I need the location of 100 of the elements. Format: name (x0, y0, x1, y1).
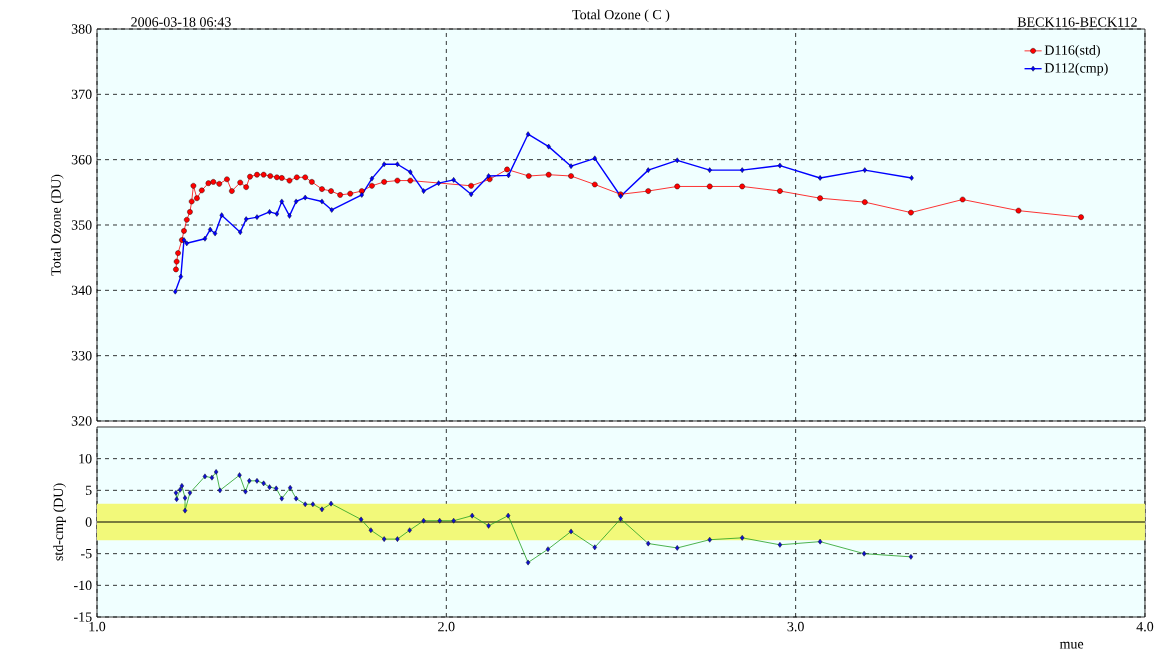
point (862, 167, 867, 173)
point (286, 177, 293, 184)
point (545, 171, 552, 178)
point (260, 171, 267, 178)
point (254, 214, 260, 220)
legend-label: D116(std) (1044, 44, 1100, 58)
point (817, 195, 823, 202)
point (205, 180, 212, 186)
point (274, 174, 280, 181)
point (173, 266, 179, 273)
point (592, 155, 597, 162)
point (504, 166, 510, 173)
point (247, 173, 253, 180)
point (909, 175, 914, 181)
y-tick-label: 330 (71, 350, 92, 361)
point (740, 167, 745, 173)
point (408, 169, 413, 175)
point (421, 188, 426, 194)
text: 2006-03-18 06:43 (131, 17, 231, 27)
y-tick-label: -15 (73, 612, 92, 622)
point (238, 229, 243, 235)
y-tick-label: -10 (73, 580, 92, 591)
point (436, 180, 441, 186)
point (187, 209, 193, 215)
point (309, 179, 315, 185)
point (219, 212, 224, 218)
y-axis-title: Total Ozone (DU) (50, 174, 64, 276)
point (194, 195, 200, 202)
x-tick-label: 2.0 (438, 621, 455, 632)
point (175, 250, 181, 256)
text: BECK116-BECK112 (1017, 17, 1137, 27)
point (777, 188, 783, 194)
point (1078, 214, 1084, 220)
y-tick-label: 5 (85, 485, 92, 495)
point (202, 235, 208, 242)
point (568, 163, 574, 169)
point (274, 211, 280, 217)
point (184, 240, 189, 247)
point (224, 176, 230, 183)
point (959, 196, 966, 203)
point (451, 177, 456, 183)
point (173, 258, 180, 265)
point (486, 173, 491, 179)
point (407, 177, 414, 184)
point (190, 183, 197, 189)
point (199, 187, 205, 194)
y-tick-label: 0 (85, 517, 92, 527)
point (506, 172, 511, 179)
point (319, 198, 325, 205)
point (645, 188, 652, 194)
chart-title: Total Ozone ( C ) (572, 9, 670, 23)
point (525, 131, 531, 137)
point (294, 174, 300, 181)
point (675, 157, 680, 164)
point (178, 273, 183, 280)
point (908, 209, 914, 216)
y-tick-label: 360 (71, 154, 92, 165)
point (183, 216, 190, 223)
point (381, 161, 387, 168)
point (173, 288, 178, 295)
point (817, 175, 823, 181)
point (267, 173, 274, 179)
y-tick-label: -5 (80, 549, 92, 559)
y-tick-label: 340 (71, 285, 92, 296)
point (1015, 207, 1022, 214)
x-tick-label: 4.0 (1136, 621, 1154, 632)
point (468, 183, 474, 189)
point (395, 161, 400, 168)
point (369, 183, 375, 189)
point (319, 186, 325, 192)
point (237, 179, 244, 186)
point (329, 207, 334, 213)
point (739, 183, 745, 190)
y-tick-label: 350 (71, 220, 92, 230)
point (181, 228, 187, 234)
y-tick-label: 320 (71, 416, 92, 426)
point (546, 143, 551, 150)
point (525, 173, 532, 179)
point (287, 213, 292, 219)
point (347, 190, 354, 197)
point (216, 181, 223, 187)
x-tick-label: 3.0 (787, 621, 804, 632)
point (278, 175, 285, 181)
point (337, 192, 343, 198)
point (646, 167, 651, 173)
point (293, 198, 299, 205)
point (188, 198, 195, 205)
point (468, 191, 474, 198)
point (674, 183, 681, 190)
point (303, 194, 308, 201)
y-tick-label: 370 (71, 89, 92, 100)
point (381, 179, 387, 185)
y-tick-label: 380 (71, 24, 92, 34)
point (369, 175, 375, 182)
point (707, 167, 712, 173)
y-tick-label: 10 (79, 453, 92, 464)
legend-label: D112(cmp) (1044, 62, 1108, 76)
point (229, 188, 235, 194)
point (302, 174, 308, 181)
point (267, 209, 272, 215)
